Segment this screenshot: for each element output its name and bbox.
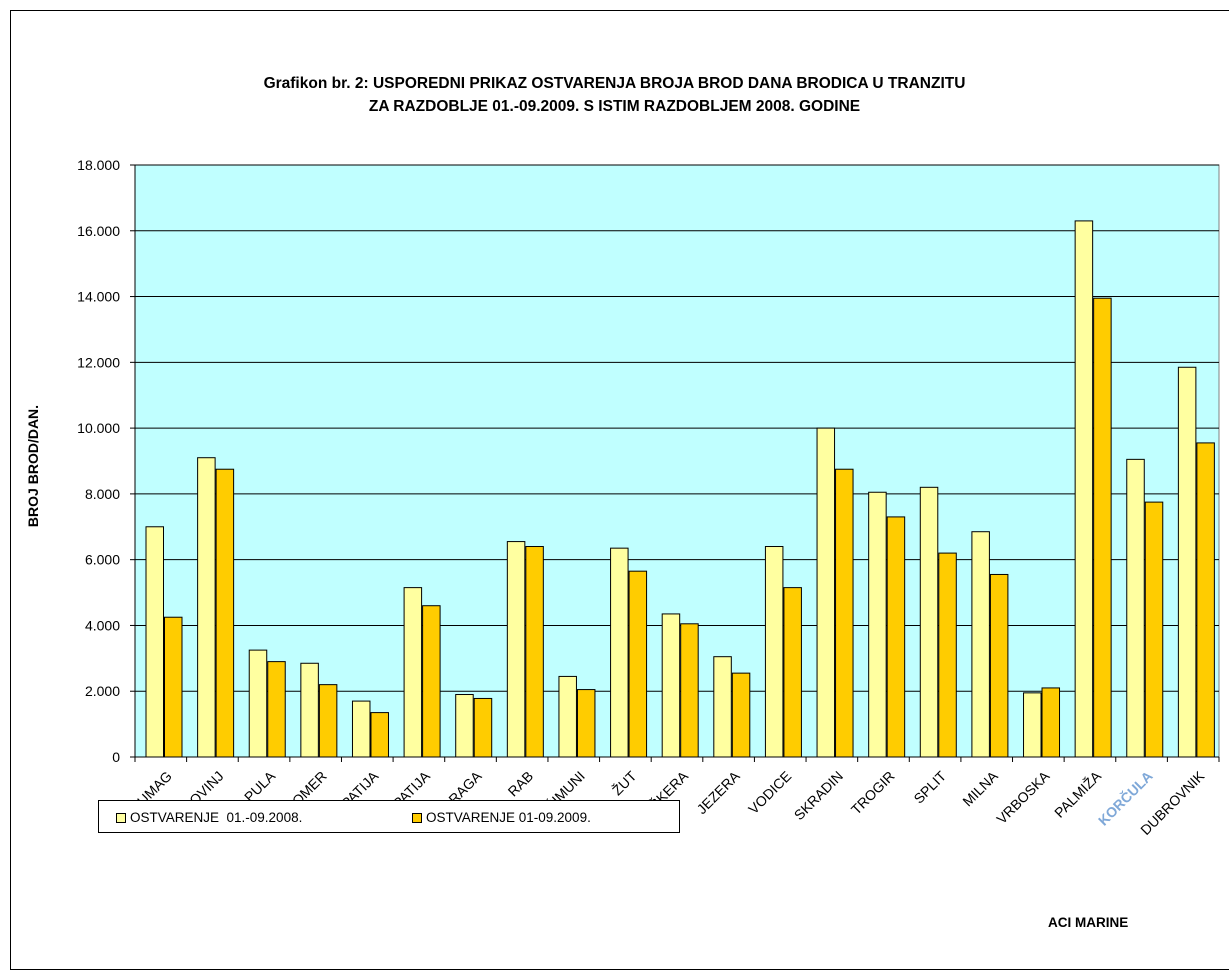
bar-2008-dubrovnik xyxy=(1177,366,1197,758)
bar-2008-trogir xyxy=(868,491,887,758)
x-tick-label: RAB xyxy=(505,768,537,800)
legend-item-2008: OSTVARENJE 01.-09.2008. xyxy=(116,810,302,825)
chart-title-block: Grafikon br. 2: USPOREDNI PRIKAZ OSTVARE… xyxy=(0,72,1229,118)
legend: OSTVARENJE 01.-09.2008. OSTVARENJE 01-09… xyxy=(98,800,680,833)
y-tick-label: 8.000 xyxy=(85,486,120,502)
y-tick-label: 18.000 xyxy=(77,157,120,173)
bar-2008-opatija xyxy=(403,587,423,758)
bar-2009-trogir xyxy=(886,516,906,758)
legend-item-2009: OSTVARENJE 01-09.2009. xyxy=(412,810,591,825)
chart-title: Grafikon br. 2: USPOREDNI PRIKAZ OSTVARE… xyxy=(263,75,966,92)
x-tick-label: JEZERA xyxy=(693,767,743,817)
bar-2009-šimuni xyxy=(576,689,596,758)
bar-2008-pula xyxy=(248,649,268,758)
bar-2008-vodice xyxy=(764,546,784,758)
legend-swatch-2008 xyxy=(116,813,126,823)
y-tick-label: 14.000 xyxy=(77,289,120,305)
bar-2009-pomer xyxy=(318,684,338,758)
bar-2009-split xyxy=(938,552,957,758)
bar-2008-rovinj xyxy=(197,457,216,758)
x-tick-label: VRBOSKA xyxy=(993,767,1053,827)
bar-2009-vrboska xyxy=(1041,687,1061,758)
bar-2008-skradin xyxy=(816,427,836,758)
x-tick-label: PALMIŽA xyxy=(1051,767,1104,820)
brand-label: ACI MARINE xyxy=(1048,915,1129,930)
y-tick-label: 2.000 xyxy=(85,683,120,699)
bar-2008-vrboska xyxy=(1023,692,1042,758)
bar-2009-dubrovnik xyxy=(1196,442,1215,758)
y-tick-label: 0 xyxy=(112,749,120,765)
legend-swatch-2009 xyxy=(412,813,422,823)
bar-2009-jezera xyxy=(731,672,751,758)
bar-2009-rovinj xyxy=(215,468,235,758)
bar-2008-jezera xyxy=(713,656,732,758)
bar-2009-palmiža xyxy=(1093,297,1112,758)
bar-2008-umag xyxy=(145,526,164,758)
bar-2008-milna xyxy=(971,531,990,758)
y-tick-label: 10.000 xyxy=(77,420,120,436)
x-tick-label: VODICE xyxy=(745,768,794,817)
legend-label-2008: OSTVARENJE 01.-09.2008. xyxy=(130,810,303,825)
bar-2009-umag xyxy=(164,616,183,758)
chart-subtitle: ZA RAZDOBLJE 01.-09.2009. S ISTIM RAZDOB… xyxy=(368,98,861,115)
bar-2008-korčula xyxy=(1126,458,1145,758)
bar-2009-pula xyxy=(267,661,286,758)
bar-2008-žut xyxy=(610,547,629,758)
x-tick-label: SKRADIN xyxy=(791,768,846,823)
bar-2009-milna xyxy=(989,573,1009,758)
bar-2009-opatija xyxy=(370,712,389,758)
y-axis-label: BROJ BROD/DAN. xyxy=(25,405,41,527)
bar-2009-piškera xyxy=(680,623,699,758)
bar-2008-s-draga xyxy=(455,694,474,758)
y-tick-label: 12.000 xyxy=(77,354,120,370)
bar-2008-palmiža xyxy=(1074,220,1094,758)
bar-2008-rab xyxy=(506,541,526,758)
bar-2008-pomer xyxy=(300,662,319,758)
x-tick-label: TROGIR xyxy=(848,768,898,818)
bar-2009-žut xyxy=(628,570,648,758)
y-tick-label: 16.000 xyxy=(77,223,120,239)
bar-2008-opatija xyxy=(351,700,371,758)
bar-2009-opatija xyxy=(422,605,441,758)
y-tick-label: 4.000 xyxy=(85,617,120,633)
x-tick-label: SPLIT xyxy=(910,767,949,806)
bar-2009-korčula xyxy=(1144,501,1164,758)
x-tick-label: MILNA xyxy=(959,767,1001,809)
bar-2008-šimuni xyxy=(558,675,577,758)
bar-2008-split xyxy=(919,486,939,758)
bar-2009-s-draga xyxy=(473,697,493,758)
bar-2009-rab xyxy=(525,546,544,758)
x-tick-label: ŽUT xyxy=(609,767,640,798)
bar-2009-skradin xyxy=(835,468,854,758)
y-tick-label: 6.000 xyxy=(85,552,120,568)
bar-2009-vodice xyxy=(783,587,802,758)
legend-label-2009: OSTVARENJE 01-09.2009. xyxy=(426,810,591,825)
bar-2008-piškera xyxy=(661,613,681,758)
